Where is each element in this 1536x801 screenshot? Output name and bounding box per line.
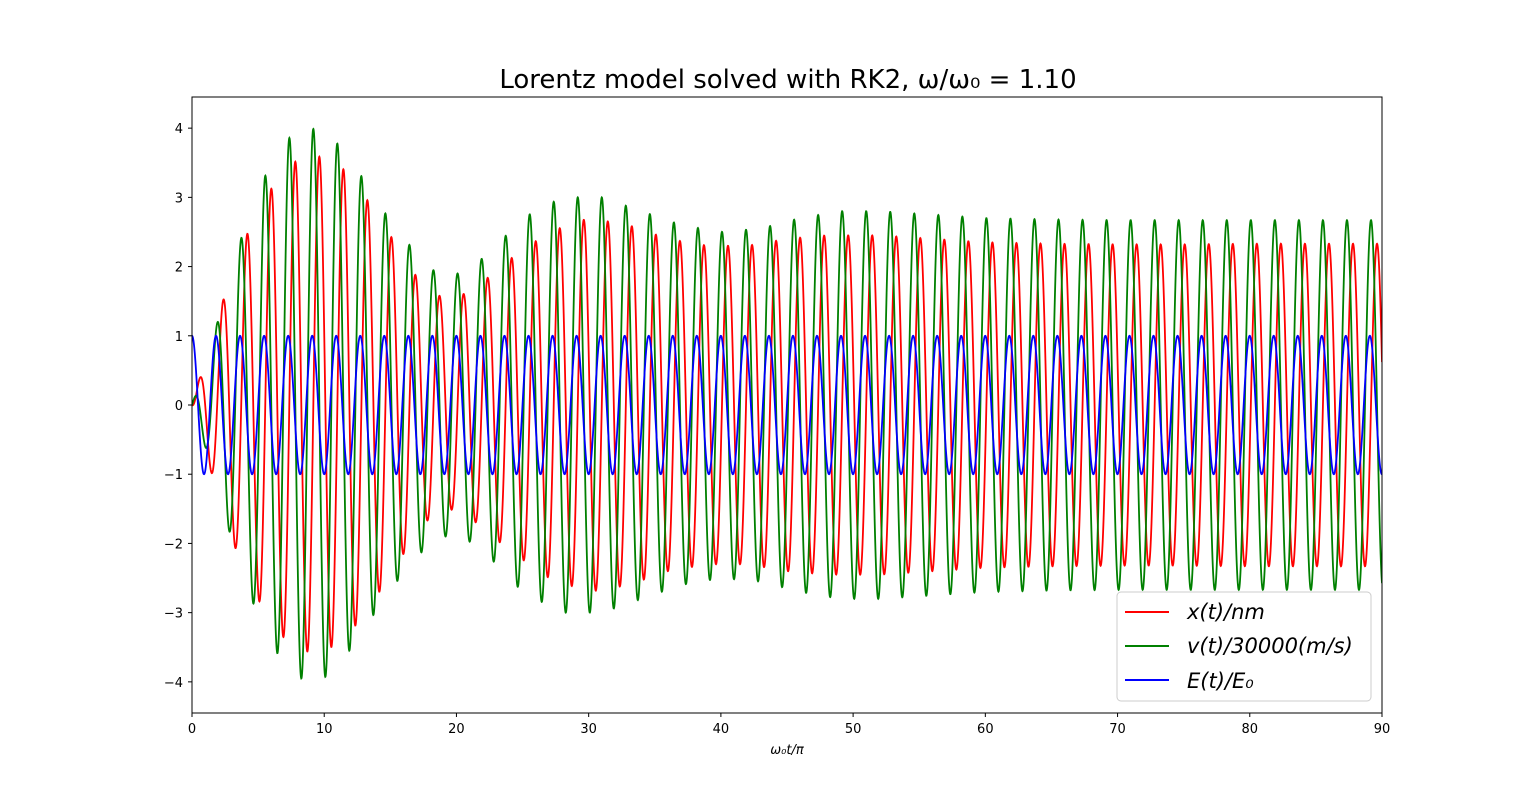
x-tick-label: 50 — [845, 722, 862, 737]
series-layer — [192, 127, 1382, 680]
y-tick-label: 3 — [175, 191, 183, 206]
y-tick-label: 0 — [175, 399, 183, 414]
x-tick-label: 10 — [316, 722, 333, 737]
series-line-x — [192, 154, 1382, 653]
x-tick-label: 70 — [1109, 722, 1126, 737]
x-tick-label: 30 — [580, 722, 597, 737]
series-line-v — [192, 127, 1382, 680]
legend-label-x: x(t)/nm — [1186, 600, 1265, 624]
x-axis: 0 10 20 30 40 50 60 70 80 90 — [188, 713, 1390, 737]
y-tick-label: 1 — [175, 330, 183, 345]
legend-box — [1116, 591, 1372, 702]
x-tick-label: 80 — [1242, 722, 1259, 737]
y-tick-label: −3 — [164, 607, 183, 622]
legend-label-v: v(t)/30000(m/s) — [1187, 634, 1353, 658]
legend: x(t)/nm v(t)/30000(m/s) E(t)/E₀ — [1116, 591, 1372, 702]
x-axis-label: ω₀t/π — [770, 743, 804, 758]
legend-label-e: E(t)/E₀ — [1187, 669, 1254, 693]
y-tick-label: −1 — [164, 468, 183, 483]
y-tick-label: −2 — [164, 537, 183, 552]
x-tick-label: 90 — [1374, 722, 1391, 737]
x-tick-label: 0 — [188, 722, 196, 737]
x-tick-label: 40 — [713, 722, 730, 737]
x-tick-label: 60 — [977, 722, 994, 737]
y-tick-label: 4 — [175, 122, 183, 137]
series-line-e — [192, 334, 1382, 476]
y-tick-label: 2 — [175, 261, 183, 276]
x-tick-label: 20 — [448, 722, 465, 737]
y-axis: 4 3 2 1 0 −1 −2 −3 −4 — [164, 122, 192, 691]
y-tick-label: −4 — [164, 676, 183, 691]
chart-title: Lorentz model solved with RK2, ω/ω₀ = 1.… — [499, 65, 1076, 95]
